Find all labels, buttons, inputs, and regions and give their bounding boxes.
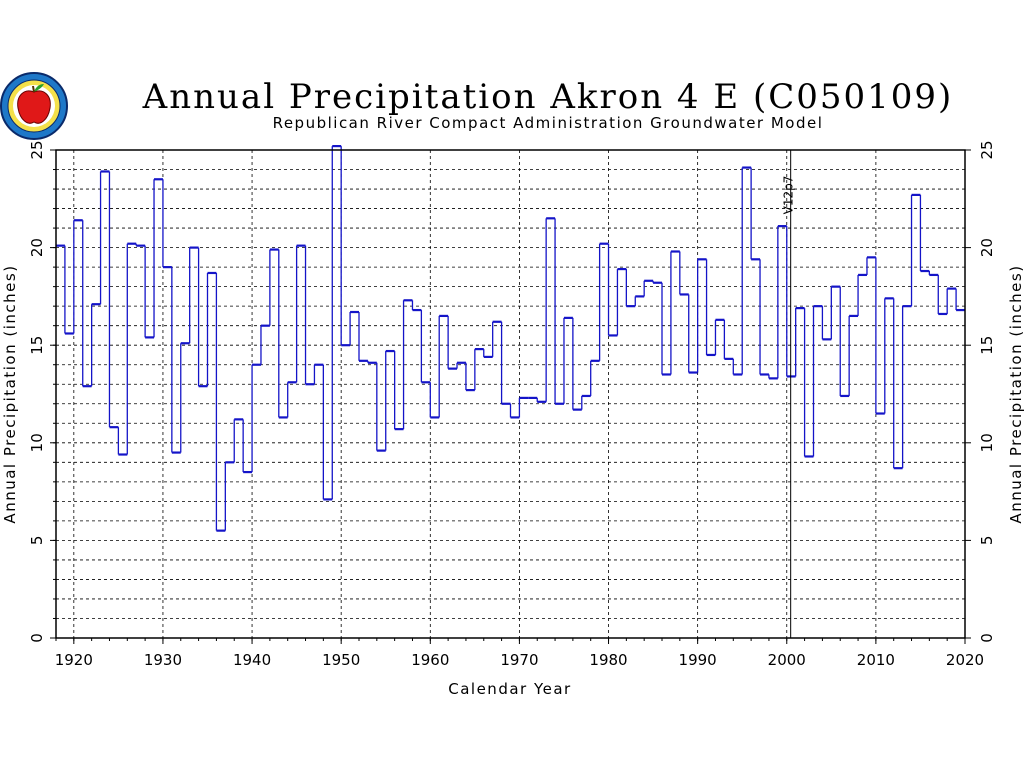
x-tick-label: 1980 xyxy=(589,651,627,669)
x-tick-label: 1970 xyxy=(500,651,538,669)
y-axis-ticks: 0 0 5 5 10 10 15 15 20 20 25 25 xyxy=(28,140,996,642)
x-tick-label: 1940 xyxy=(233,651,271,669)
series-precipitation xyxy=(56,144,965,532)
y-tick-label-right: 15 xyxy=(978,336,996,355)
y-tick-label-left: 10 xyxy=(28,433,46,452)
y-tick-label-left: 15 xyxy=(28,336,46,355)
chart-title: Annual Precipitation Akron 4 E (C050109) xyxy=(142,77,954,117)
y-tick-label-left: 25 xyxy=(28,140,46,159)
y-tick-label-right: 20 xyxy=(978,238,996,257)
x-tick-label: 2010 xyxy=(857,651,895,669)
y-tick-label-right: 5 xyxy=(978,536,996,546)
x-tick-label: 1950 xyxy=(322,651,360,669)
x-tick-label: 1920 xyxy=(55,651,93,669)
y-tick-label-left: 5 xyxy=(28,536,46,546)
x-tick-label: 2000 xyxy=(768,651,806,669)
y-tick-label-right: 10 xyxy=(978,433,996,452)
chart-subtitle: Republican River Compact Administration … xyxy=(273,114,824,132)
x-tick-label: 1990 xyxy=(679,651,717,669)
y-tick-label-left: 20 xyxy=(28,238,46,257)
x-tick-label: 2020 xyxy=(946,651,984,669)
x-tick-label: 1930 xyxy=(144,651,182,669)
apple-seal-logo xyxy=(0,72,68,140)
x-tick-label: 1960 xyxy=(411,651,449,669)
annotation-marker: V12p7 xyxy=(782,150,796,638)
grid xyxy=(56,150,965,638)
y-tick-label-right: 25 xyxy=(978,140,996,159)
annotation-label: V12p7 xyxy=(782,176,796,215)
x-axis-ticks: 1920 1930 1940 1950 1960 1970 1980 1990 2000 2010… xyxy=(55,638,984,669)
y-axis-label-right: Annual Precipitation (inches) xyxy=(1007,264,1024,523)
plot-frame xyxy=(55,149,966,639)
y-axis-label-left: Annual Precipitation (inches) xyxy=(1,264,19,523)
x-axis-label: Calendar Year xyxy=(448,680,571,698)
y-tick-label-right: 0 xyxy=(978,633,996,643)
y-tick-label-left: 0 xyxy=(28,633,46,643)
